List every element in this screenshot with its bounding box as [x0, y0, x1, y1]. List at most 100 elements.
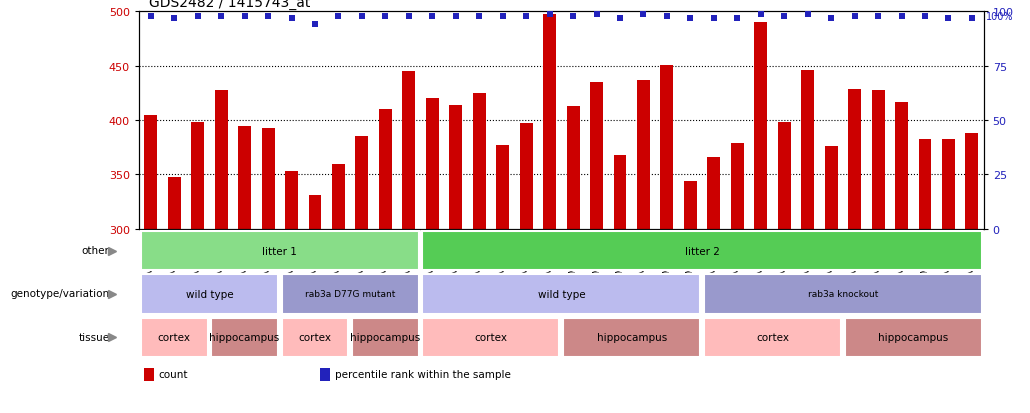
- Bar: [141, 231, 419, 271]
- Point: [869, 13, 886, 20]
- Bar: [281, 318, 348, 357]
- Bar: [309, 196, 321, 229]
- Bar: [141, 318, 208, 357]
- Bar: [238, 126, 251, 229]
- Text: 100%: 100%: [986, 12, 1014, 22]
- Bar: [703, 318, 842, 357]
- Point: [190, 13, 206, 20]
- Point: [447, 13, 464, 20]
- Point: [542, 11, 558, 18]
- Point: [283, 16, 300, 22]
- Bar: [614, 156, 626, 229]
- Bar: [825, 147, 837, 229]
- Bar: [566, 107, 580, 229]
- Bar: [919, 139, 931, 229]
- Bar: [449, 106, 462, 229]
- Text: wild type: wild type: [185, 289, 233, 299]
- Bar: [320, 368, 331, 381]
- Bar: [520, 124, 533, 229]
- Text: wild type: wild type: [538, 289, 585, 299]
- Point: [823, 16, 839, 22]
- Bar: [425, 99, 439, 229]
- Text: cortex: cortex: [756, 332, 789, 343]
- Bar: [590, 83, 603, 229]
- Point: [917, 13, 933, 20]
- Bar: [332, 164, 345, 229]
- Bar: [660, 66, 674, 229]
- Text: tissue: tissue: [78, 332, 109, 342]
- Bar: [403, 72, 415, 229]
- Bar: [262, 128, 275, 229]
- Bar: [778, 123, 791, 229]
- Bar: [942, 139, 955, 229]
- Bar: [754, 23, 767, 229]
- Bar: [731, 144, 744, 229]
- Bar: [496, 146, 509, 229]
- Bar: [214, 90, 228, 229]
- Point: [307, 22, 323, 29]
- Point: [776, 13, 792, 20]
- Bar: [895, 102, 908, 229]
- Point: [612, 16, 628, 22]
- Bar: [563, 318, 700, 357]
- Point: [377, 13, 393, 20]
- Bar: [285, 172, 298, 229]
- Text: GDS2482 / 1415743_at: GDS2482 / 1415743_at: [149, 0, 311, 10]
- Point: [236, 13, 253, 20]
- Text: cortex: cortex: [475, 332, 508, 343]
- Point: [353, 13, 370, 20]
- Bar: [168, 177, 180, 229]
- Bar: [281, 275, 419, 314]
- Point: [659, 13, 676, 20]
- Bar: [845, 318, 982, 357]
- Point: [213, 13, 230, 20]
- Bar: [144, 115, 158, 229]
- Text: hippocampus: hippocampus: [596, 332, 666, 343]
- Point: [588, 11, 605, 18]
- Text: cortex: cortex: [299, 332, 332, 343]
- Bar: [141, 275, 278, 314]
- Text: hippocampus: hippocampus: [209, 332, 280, 343]
- Bar: [871, 90, 885, 229]
- Text: percentile rank within the sample: percentile rank within the sample: [335, 369, 511, 379]
- Point: [706, 16, 722, 22]
- Bar: [355, 137, 369, 229]
- Text: other: other: [81, 245, 109, 255]
- Point: [799, 11, 816, 18]
- Bar: [703, 275, 982, 314]
- Text: hippocampus: hippocampus: [350, 332, 420, 343]
- Bar: [965, 134, 978, 229]
- Point: [331, 13, 347, 20]
- Point: [260, 13, 276, 20]
- Point: [636, 11, 652, 18]
- Text: rab3a D77G mutant: rab3a D77G mutant: [305, 290, 396, 299]
- Point: [471, 13, 487, 20]
- Bar: [637, 81, 650, 229]
- Text: litter 2: litter 2: [685, 246, 720, 256]
- Bar: [848, 89, 861, 229]
- Point: [753, 11, 769, 18]
- Bar: [422, 231, 982, 271]
- Text: genotype/variation: genotype/variation: [10, 288, 109, 298]
- Bar: [211, 318, 278, 357]
- Bar: [422, 275, 700, 314]
- Bar: [801, 71, 814, 229]
- Point: [964, 16, 981, 22]
- Bar: [379, 110, 391, 229]
- Point: [940, 16, 957, 22]
- Text: rab3a knockout: rab3a knockout: [808, 290, 878, 299]
- Text: hippocampus: hippocampus: [879, 332, 949, 343]
- Point: [518, 13, 535, 20]
- Bar: [543, 14, 556, 229]
- Point: [424, 13, 441, 20]
- Point: [682, 16, 698, 22]
- Point: [166, 16, 182, 22]
- Text: litter 1: litter 1: [263, 246, 298, 256]
- Bar: [473, 94, 486, 229]
- Bar: [144, 368, 153, 381]
- Text: count: count: [159, 369, 188, 379]
- Point: [729, 16, 746, 22]
- Text: cortex: cortex: [158, 332, 191, 343]
- Bar: [708, 158, 720, 229]
- Bar: [684, 182, 697, 229]
